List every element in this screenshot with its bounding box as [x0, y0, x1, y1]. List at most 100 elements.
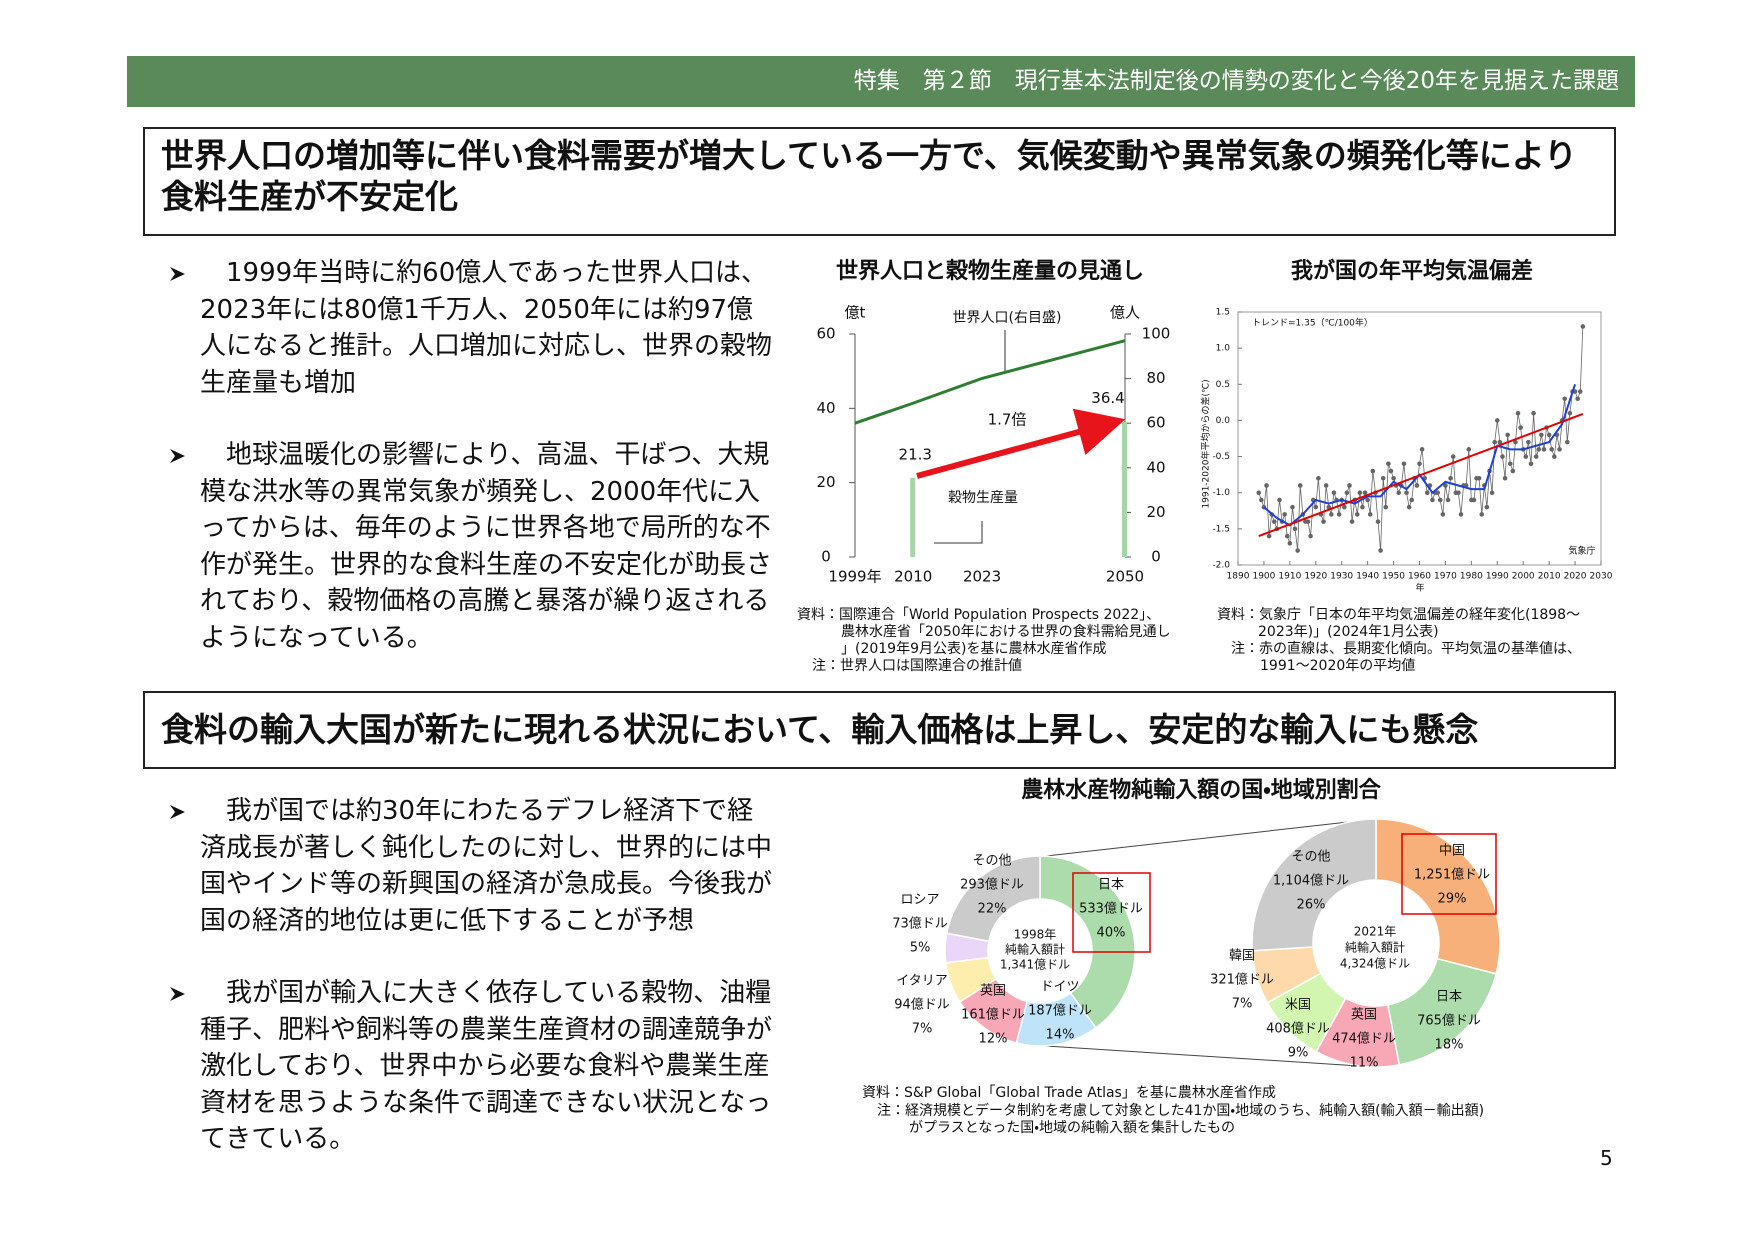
annual-point — [1414, 483, 1420, 488]
leader-line — [934, 521, 983, 544]
annual-point — [1401, 461, 1407, 467]
slice-percent: 40% — [1097, 926, 1126, 941]
connector-line — [1045, 1045, 1376, 1068]
annual-point — [1347, 483, 1352, 488]
x-tick-label: 2030 — [1590, 572, 1613, 582]
section-title: 食料の輸入大国が新たに現れる状況において、輸入価格は上昇し、安定的な輸入にも懸念 — [161, 710, 1479, 749]
annotation: トレンド=1.35（℃/100年） — [1252, 317, 1373, 329]
annual-point — [1562, 396, 1567, 402]
y-tick-label: 0 — [821, 548, 831, 566]
annual-point — [1266, 533, 1272, 539]
slice-percent: 9% — [1288, 1046, 1309, 1061]
y-tick-label: 0.0 — [1216, 416, 1231, 426]
note-line: 1991～2020年の平均値 — [1260, 658, 1415, 674]
annual-point — [1513, 439, 1518, 445]
bullet-list: 我が国では約30年にわたるデフレ経済下で経済成長が著しく鈍化したのに対し、世界的… — [169, 793, 775, 1194]
annual-point — [1284, 533, 1290, 539]
y-tick-label: 1.5 — [1216, 308, 1230, 318]
annual-point — [1354, 512, 1360, 517]
annual-point — [1264, 483, 1269, 488]
slice-name: 米国 — [1285, 998, 1311, 1013]
donut-center-label: 2021年 — [1354, 925, 1397, 939]
slice-percent: 7% — [1232, 997, 1253, 1012]
annual-point — [1528, 461, 1534, 467]
annual-point — [1518, 425, 1523, 430]
growth-arrow — [916, 408, 1126, 479]
series-label: 世界人口(右目盛) — [953, 310, 1062, 326]
slice-percent: 26% — [1297, 898, 1326, 913]
bullet-marker — [170, 267, 185, 281]
chart-title: 我が国の年平均気温偏差 — [1291, 258, 1533, 284]
annual-point — [1539, 432, 1544, 438]
y2-tick-label: 100 — [1142, 325, 1171, 343]
x-tick-label: 2050 — [1106, 568, 1144, 586]
bullet-marker — [170, 805, 185, 819]
annual-point — [1546, 432, 1552, 438]
annual-point — [1505, 432, 1510, 438]
annual-point — [1277, 497, 1282, 503]
chart-title: 農林水産物純輸入額の国・地域別割合 — [1021, 777, 1381, 803]
section-title: 世界人口の増加等に伴い食料需要が増大している一方で、気候変動や異常気象の頻発化等… — [161, 136, 1578, 216]
bullet-text: 1999年当時に約60億人であった世界人口は、2023年には80億1千万人、20… — [200, 258, 773, 398]
source-line: 資料：気象庁「日本の年平均気温偏差の経年変化(1898～ — [1217, 607, 1580, 623]
trend-line — [1258, 412, 1584, 538]
bullet-marker — [170, 987, 185, 1001]
x-tick-label: 1900 — [1252, 572, 1275, 582]
annual-point — [1383, 504, 1389, 510]
annual-point — [1331, 490, 1337, 496]
source-line: 」(2019年9月公表)を基に農林水産省作成 — [841, 640, 1106, 657]
annual-point — [1515, 410, 1521, 416]
annual-point — [1362, 490, 1368, 496]
highlight-box — [1072, 872, 1151, 953]
slice-name: 日本 — [1436, 990, 1462, 1005]
annual-point — [1531, 410, 1536, 416]
y-axis-unit: 億t — [845, 304, 866, 322]
annual-point — [1357, 490, 1363, 496]
annual-point — [1437, 497, 1443, 503]
annual-point — [1417, 461, 1422, 467]
annual-point — [1507, 461, 1513, 467]
annual-point — [1497, 439, 1503, 445]
slice-name: その他 — [972, 854, 1011, 869]
annual-point — [1440, 512, 1446, 517]
annual-point — [1448, 475, 1453, 481]
x-tick-label: 1890 — [1227, 572, 1250, 582]
population-line — [854, 339, 1126, 425]
annual-point — [1323, 483, 1329, 488]
annual-point — [1259, 497, 1264, 503]
x-tick-label: 2023 — [963, 568, 1001, 586]
connector-line — [1045, 818, 1376, 857]
annotation: 1.7倍 — [988, 411, 1027, 429]
x-tick-label: 1970 — [1434, 572, 1457, 582]
slice-name: 日本 — [1098, 878, 1124, 893]
annual-point — [1388, 468, 1394, 474]
grain-bar — [910, 477, 916, 557]
slice-name: 韓国 — [1229, 949, 1255, 964]
annual-point — [1552, 454, 1557, 459]
slice-name: 英国 — [980, 984, 1006, 999]
annual-point — [1365, 497, 1370, 503]
donut-center-label: 純輸入額計 — [1005, 942, 1065, 957]
annual-point — [1564, 439, 1570, 445]
y-axis-title: 1991-2020年平均からの差(℃) — [1200, 379, 1212, 508]
y2-tick-label: 0 — [1151, 548, 1161, 566]
annual-point — [1523, 454, 1529, 459]
bullet: 我が国では約30年にわたるデフレ経済下で経済成長が著しく鈍化したのに対し、世界的… — [169, 793, 775, 939]
header-bar: 特集 第２節 現行基本法制定後の情勢の変化と今後20年を見据えた課題 — [127, 56, 1635, 107]
annual-point — [1404, 490, 1409, 496]
bullet-text: 我が国では約30年にわたるデフレ経済下で経済成長が著しく鈍化したのに対し、世界的… — [200, 796, 773, 936]
header-text: 特集 第２節 現行基本法制定後の情勢の変化と今後20年を見据えた課題 — [853, 68, 1619, 94]
annual-point — [1316, 475, 1321, 481]
annual-point — [1424, 490, 1430, 496]
slice-name: イタリア — [896, 974, 947, 989]
annual-point — [1502, 475, 1508, 481]
annual-point — [1419, 447, 1425, 452]
slice-percent: 14% — [1046, 1028, 1075, 1043]
slice-name: その他 — [1291, 850, 1330, 865]
annual-point — [1456, 490, 1461, 496]
value-label: 21.3 — [899, 445, 932, 463]
annual-point — [1295, 548, 1300, 553]
slice-amount: 94億ドル — [894, 998, 950, 1013]
annual-point — [1360, 504, 1365, 510]
